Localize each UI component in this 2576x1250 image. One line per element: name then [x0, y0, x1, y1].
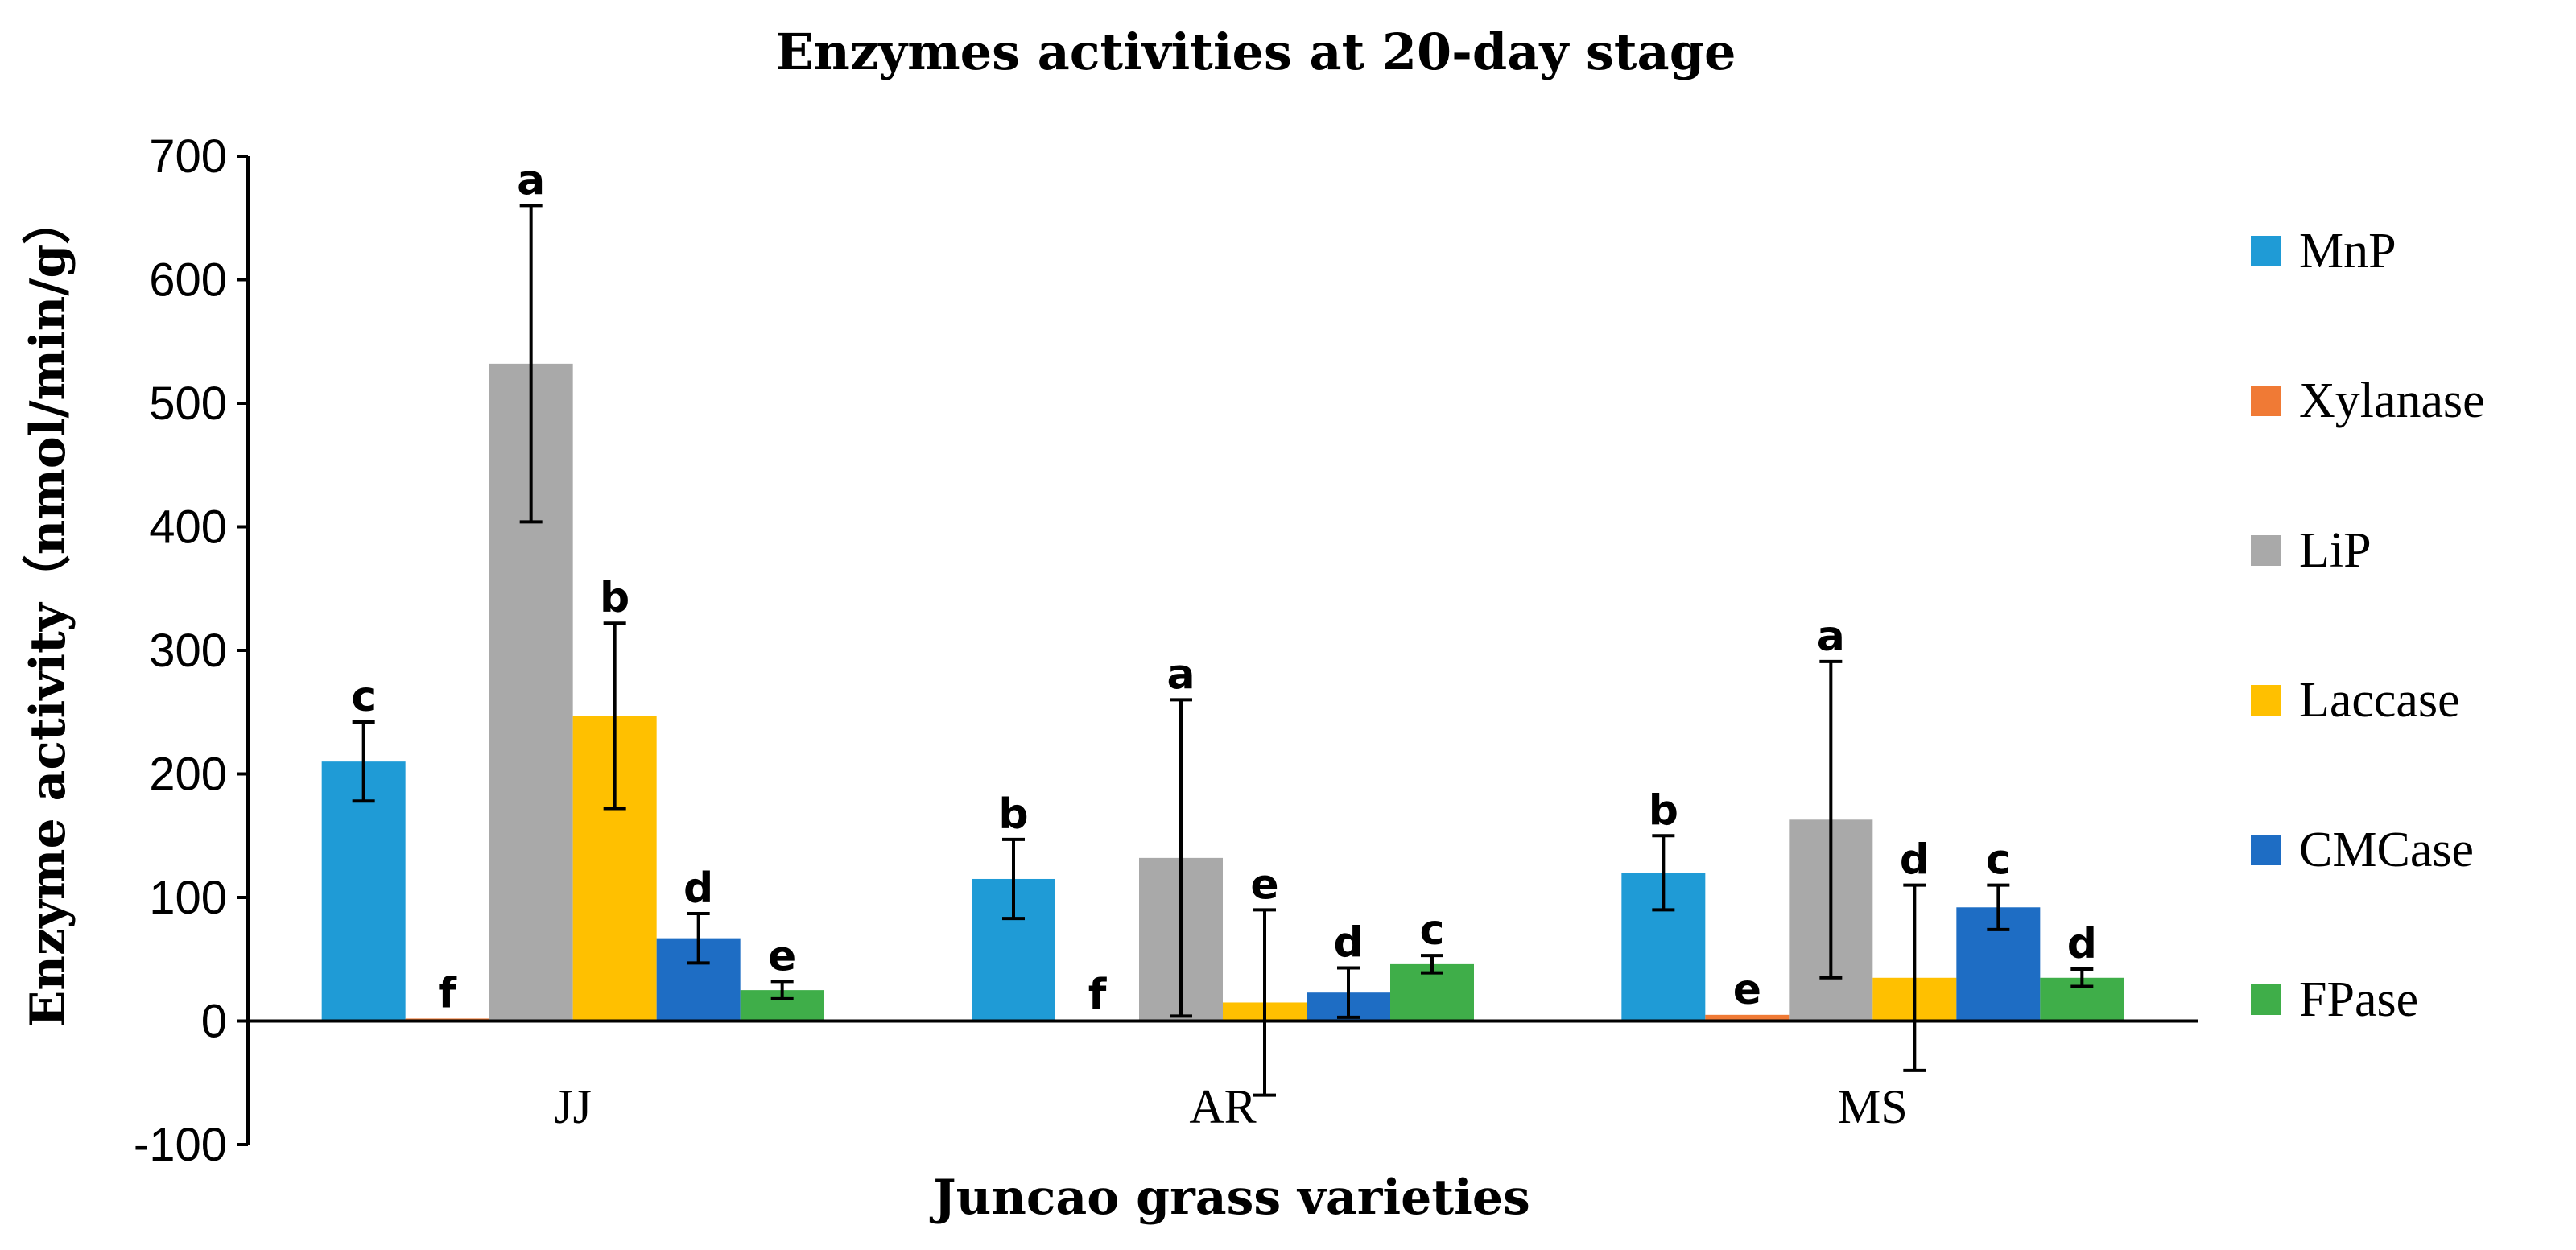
- legend-swatch: [2251, 386, 2281, 416]
- significance-letter: e: [768, 932, 796, 980]
- legend-label: MnP: [2299, 224, 2396, 278]
- y-tick-label: -100: [134, 1119, 227, 1171]
- legend-item: FPase: [2251, 972, 2418, 1027]
- significance-letters-group: c b b f f e a a a b e d d d c e c d: [351, 156, 2097, 1019]
- x-axis-title: Juncao grass varieties: [929, 1170, 1530, 1226]
- x-tick-label: AR: [1189, 1080, 1256, 1133]
- y-tick-label: 500: [149, 377, 227, 430]
- y-tick-label: 300: [149, 625, 227, 677]
- error-bar: [1337, 966, 1360, 1019]
- significance-letter: e: [1733, 966, 1761, 1014]
- legend-label: LiP: [2299, 523, 2372, 578]
- legend-item: MnP: [2251, 224, 2396, 278]
- y-axis: -100 0 100 200 300 400 500 600 700: [134, 130, 250, 1171]
- chart-title: Enzymes activities at 20-day stage: [776, 23, 1736, 81]
- significance-letter: b: [600, 574, 630, 622]
- error-bar: [1421, 954, 1443, 975]
- y-tick-label: 700: [149, 130, 227, 183]
- error-bar: [1819, 659, 1843, 980]
- error-bar: [1253, 908, 1276, 1097]
- legend: MnP Xylanase LiP Laccase CMCase FPase: [2251, 224, 2485, 1027]
- significance-letter: a: [1817, 613, 1845, 661]
- error-bar: [603, 621, 626, 811]
- significance-letter: b: [998, 790, 1028, 839]
- error-bar: [770, 980, 794, 1000]
- significance-letter: b: [1649, 786, 1678, 835]
- legend-swatch: [2251, 984, 2281, 1015]
- significance-letter: d: [683, 864, 713, 913]
- y-tick-label: 100: [149, 872, 227, 924]
- legend-swatch: [2251, 685, 2281, 716]
- y-axis-title: Enzyme activity（nmol/min/g）: [20, 196, 76, 1028]
- y-tick-label: 600: [149, 254, 227, 307]
- error-bar: [352, 720, 375, 803]
- significance-letter: d: [1900, 836, 1930, 885]
- legend-swatch: [2251, 835, 2281, 865]
- legend-item: LiP: [2251, 523, 2372, 578]
- error-bar: [2070, 967, 2094, 988]
- significance-letter: a: [1166, 650, 1195, 699]
- error-bar: [1987, 883, 2010, 931]
- error-bar: [1170, 698, 1192, 1018]
- x-axis: JJ AR MS: [248, 1019, 2198, 1133]
- legend-swatch: [2251, 236, 2281, 266]
- legend-label: Laccase: [2299, 673, 2460, 728]
- legend-label: Xylanase: [2299, 373, 2485, 428]
- legend-label: FPase: [2299, 972, 2418, 1027]
- significance-letter: d: [1333, 918, 1363, 967]
- significance-letter: e: [1250, 860, 1278, 909]
- significance-letter: a: [517, 156, 545, 204]
- y-tick-label: 400: [149, 501, 227, 554]
- significance-letter: c: [1420, 906, 1445, 955]
- x-tick-label: JJ: [554, 1080, 592, 1133]
- legend-item: Laccase: [2251, 673, 2460, 728]
- legend-item: CMCase: [2251, 823, 2474, 877]
- error-bar: [1652, 834, 1675, 912]
- error-bar: [1903, 883, 1926, 1072]
- error-bar: [687, 911, 710, 965]
- bar-xylanase-ms: [1705, 1014, 1790, 1021]
- legend-item: Xylanase: [2251, 373, 2485, 428]
- error-bar: [519, 204, 543, 524]
- significance-letter: c: [1986, 836, 2011, 885]
- bar-mnp-jj: [321, 761, 406, 1021]
- x-tick-label: MS: [1838, 1080, 1908, 1133]
- bars-group: [321, 363, 2124, 1021]
- significance-letter: f: [438, 969, 457, 1017]
- y-tick-label: 0: [201, 996, 227, 1048]
- significance-letter: d: [2067, 920, 2097, 968]
- y-tick-label: 200: [149, 749, 227, 801]
- legend-label: CMCase: [2299, 823, 2474, 877]
- error-bar: [1002, 837, 1025, 921]
- error-bars-group: [352, 204, 2094, 1097]
- legend-swatch: [2251, 535, 2281, 566]
- significance-letter: f: [1088, 971, 1108, 1019]
- significance-letter: c: [351, 673, 376, 721]
